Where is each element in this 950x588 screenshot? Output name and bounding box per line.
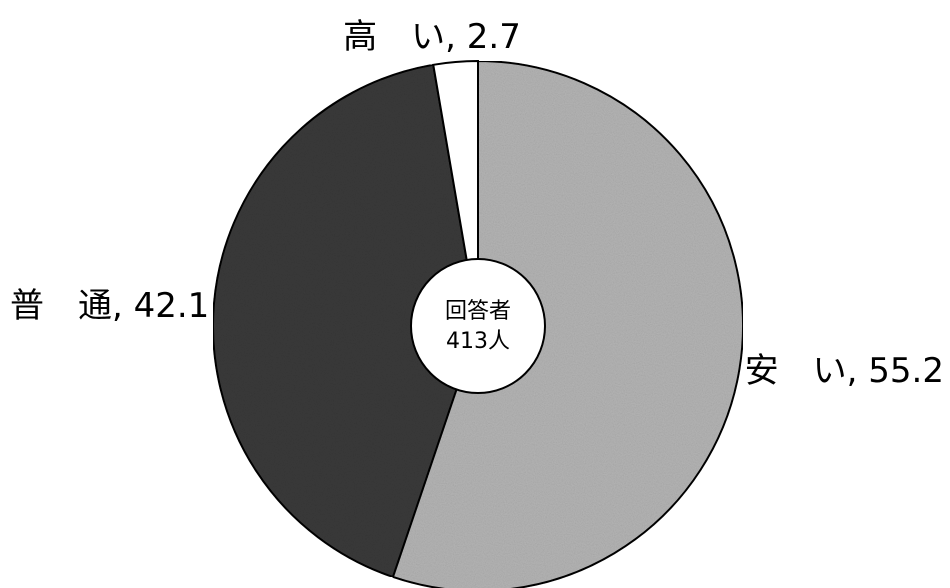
slice-label-cheap: 安 い, 55.2 — [745, 351, 944, 391]
slice-label-expensive: 高 い, 2.7 — [343, 17, 521, 57]
slice-label-normal: 普 通, 42.1 — [10, 286, 209, 326]
pie-slices — [212, 59, 744, 588]
pie-slice-cheap — [391, 59, 744, 588]
center-label-count: 413人 — [446, 329, 510, 354]
center-label-respondents: 回答者 — [445, 299, 511, 324]
center-hole — [410, 258, 546, 394]
pie-slice-normal — [212, 63, 480, 579]
